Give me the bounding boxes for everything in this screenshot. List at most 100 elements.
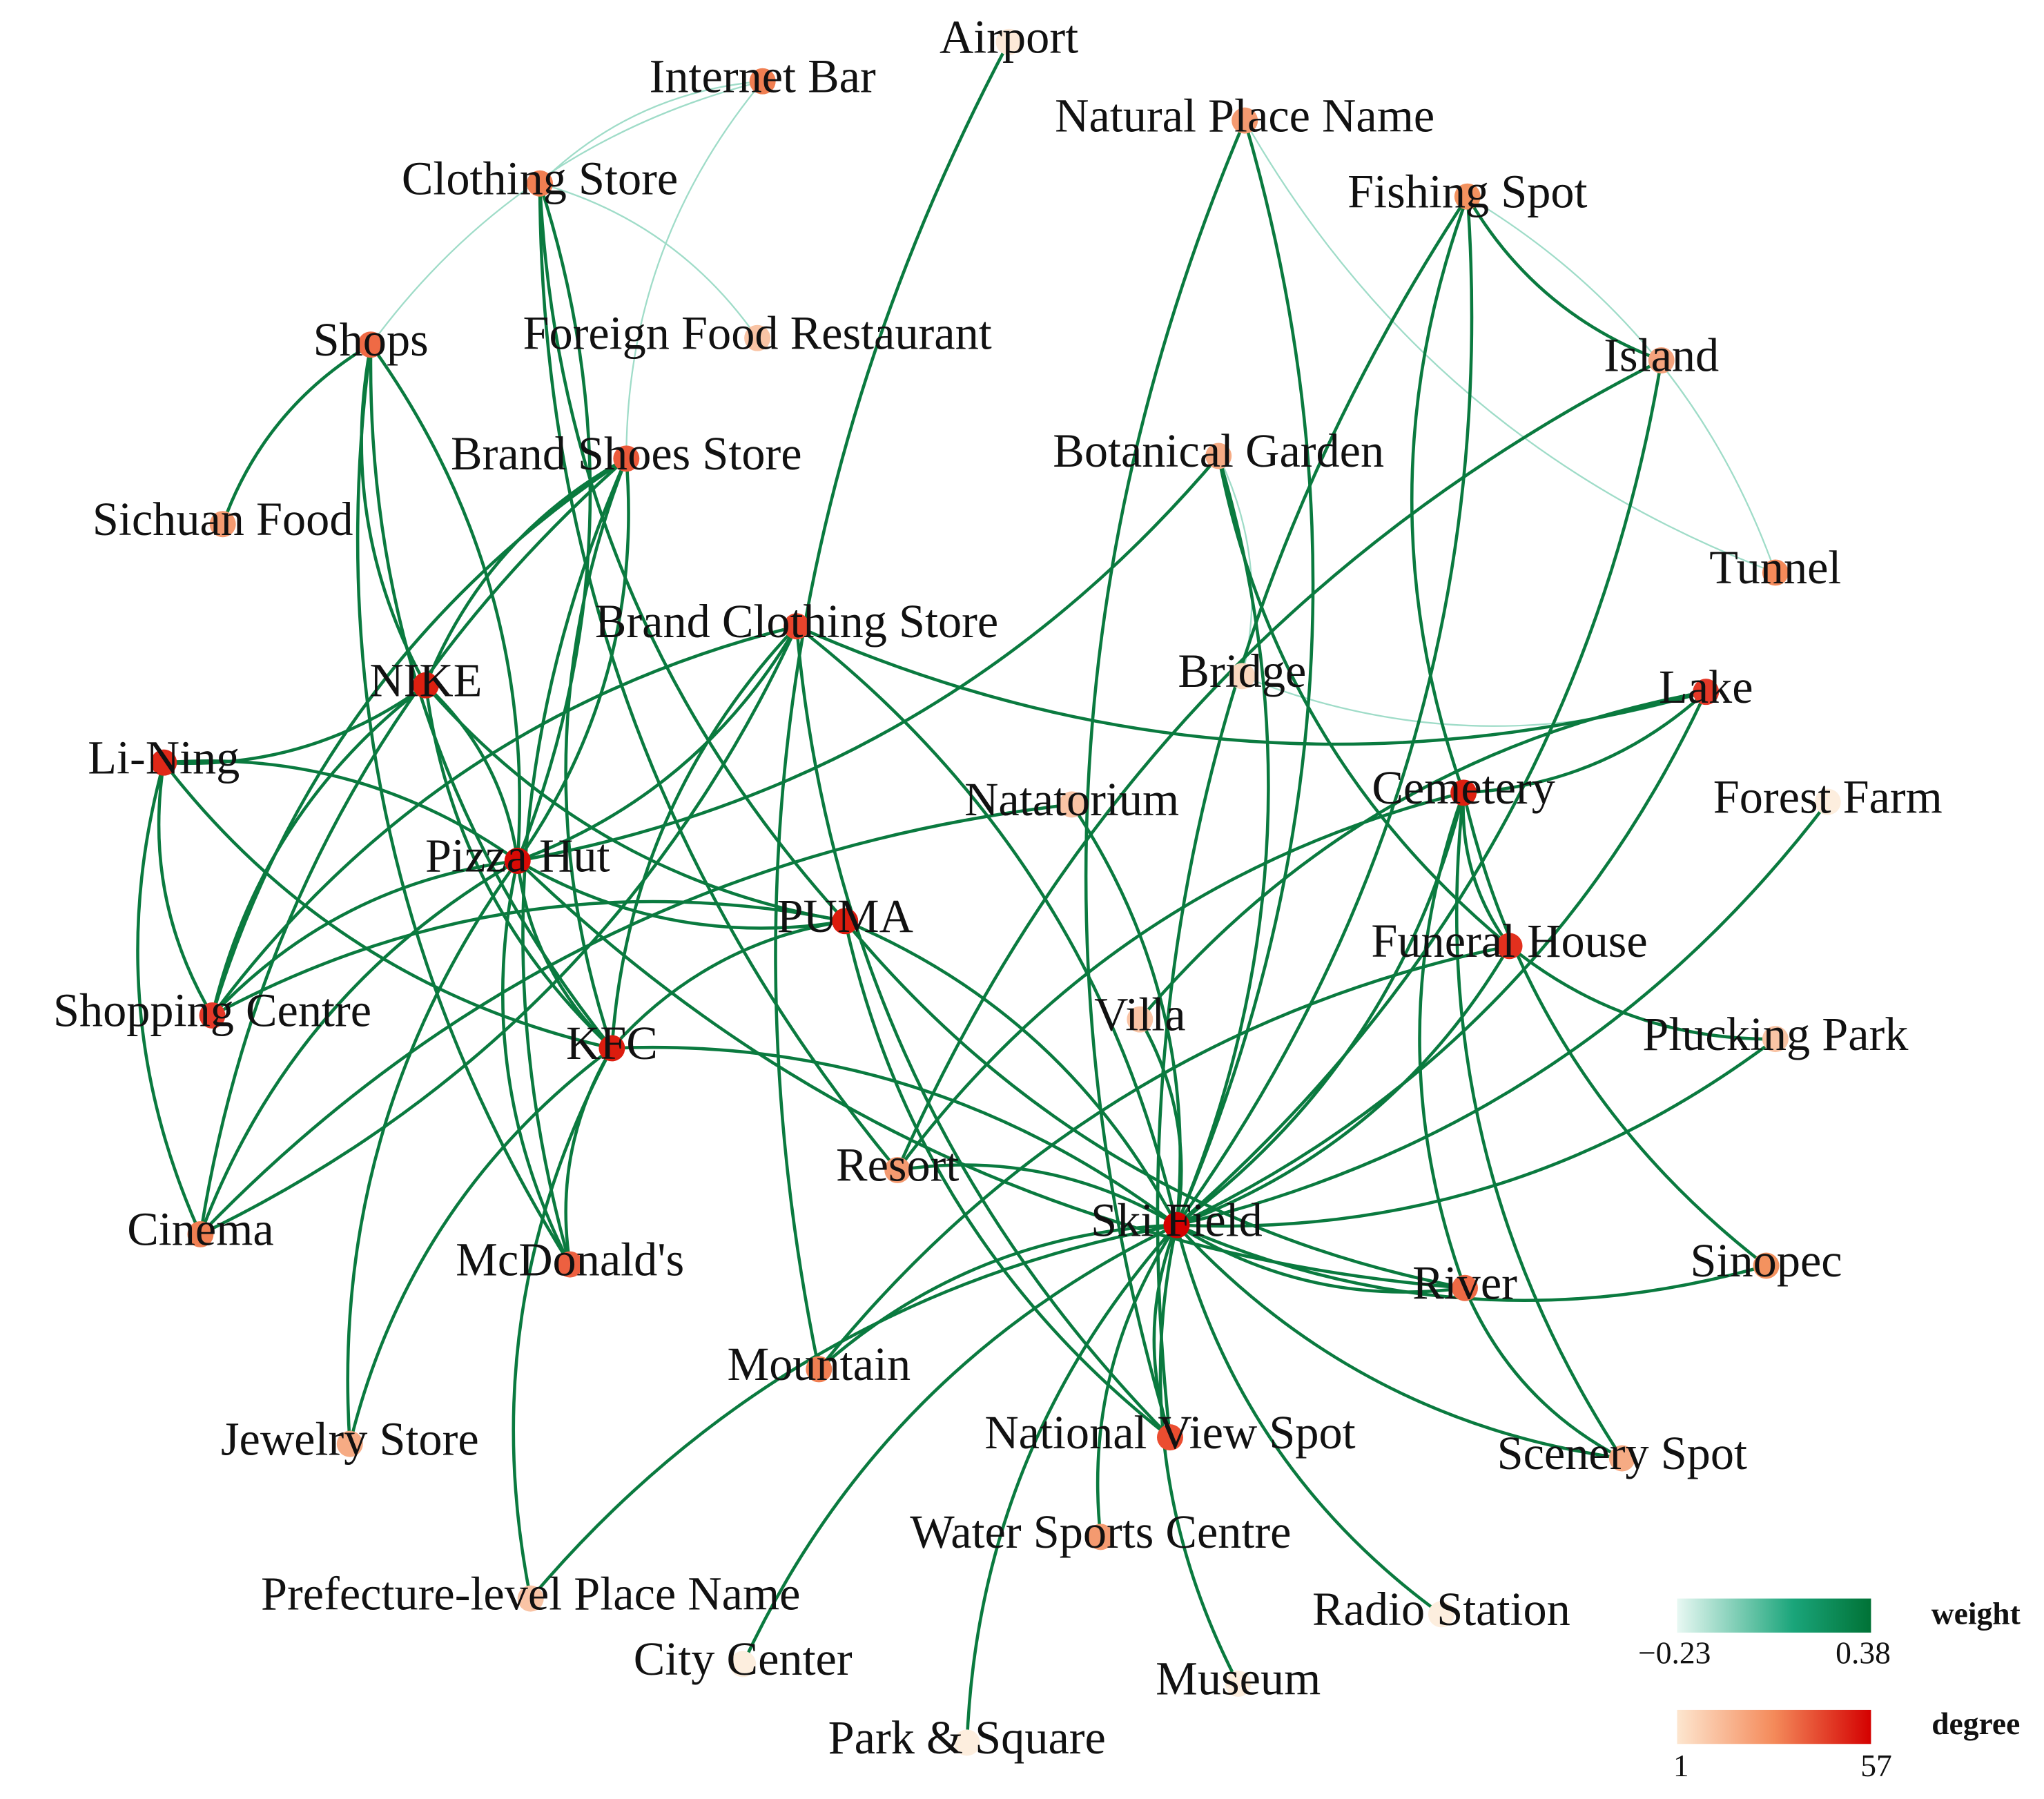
node bbox=[556, 1251, 583, 1278]
node bbox=[1648, 347, 1675, 373]
node-label: Ski Field bbox=[1091, 1194, 1263, 1246]
node bbox=[953, 1729, 980, 1756]
legend-min: 1 bbox=[1673, 1748, 1689, 1783]
node-label: Jewelry Store bbox=[221, 1412, 479, 1465]
edge bbox=[1176, 691, 1708, 1227]
node-label: Airport bbox=[940, 10, 1078, 63]
node-label: Park & Square bbox=[828, 1711, 1106, 1764]
degree-gradient bbox=[1677, 1709, 1871, 1744]
edge bbox=[1176, 945, 1511, 1227]
node-label: Brand Clothing Store bbox=[595, 595, 998, 648]
edge bbox=[516, 859, 846, 930]
node-label: Prefecture-level Place Name bbox=[261, 1567, 800, 1620]
edge bbox=[529, 1223, 1177, 1600]
edge bbox=[1175, 1225, 1443, 1616]
node-label: Clothing Store bbox=[402, 152, 678, 204]
edge bbox=[774, 41, 1011, 1370]
edge bbox=[199, 859, 518, 1235]
edge bbox=[625, 80, 763, 459]
node bbox=[1163, 1212, 1190, 1238]
edge bbox=[211, 900, 846, 1017]
node-label: PUMA bbox=[777, 890, 913, 942]
edge bbox=[1158, 1225, 1240, 1685]
node bbox=[730, 1651, 757, 1678]
edge bbox=[817, 944, 1510, 1370]
node bbox=[1753, 1252, 1780, 1279]
node-label: Brand Shoes Store bbox=[451, 427, 802, 480]
edge bbox=[162, 761, 612, 1050]
edge bbox=[612, 1045, 1178, 1227]
node bbox=[783, 613, 810, 640]
edge bbox=[211, 625, 797, 1017]
node-label: Sinopec bbox=[1691, 1234, 1842, 1287]
edge bbox=[1463, 1287, 1623, 1460]
edge bbox=[211, 859, 518, 1017]
node-label: Pizza Hut bbox=[425, 830, 610, 882]
node-label: River bbox=[1412, 1256, 1517, 1309]
legend-title: weight bbox=[1931, 1596, 2021, 1631]
edge bbox=[1138, 1018, 1183, 1226]
node-label: Radio Station bbox=[1312, 1583, 1570, 1635]
node bbox=[1156, 1424, 1183, 1451]
legend-max: 0.38 bbox=[1836, 1635, 1891, 1671]
node bbox=[744, 324, 771, 351]
node bbox=[884, 1156, 911, 1183]
node-label: Mountain bbox=[727, 1338, 911, 1390]
node bbox=[1087, 1524, 1114, 1550]
edge bbox=[795, 626, 1171, 1439]
edge bbox=[538, 183, 899, 1171]
node-label: Internet Bar bbox=[650, 50, 876, 102]
node-label: McDonald's bbox=[456, 1233, 684, 1285]
edge bbox=[1175, 360, 1663, 1227]
node bbox=[1127, 1006, 1154, 1033]
edge bbox=[211, 683, 427, 1016]
legend-min: −0.23 bbox=[1638, 1635, 1711, 1671]
node bbox=[832, 908, 859, 935]
node bbox=[995, 28, 1022, 55]
edge bbox=[1175, 119, 1315, 1226]
node bbox=[1762, 559, 1789, 586]
node bbox=[1454, 183, 1481, 210]
edge bbox=[516, 625, 799, 863]
node-label: Resort bbox=[836, 1139, 959, 1192]
node bbox=[358, 331, 385, 358]
legend-max: 57 bbox=[1860, 1748, 1892, 1783]
edge bbox=[516, 183, 592, 862]
node-label: Cinema bbox=[127, 1203, 273, 1256]
edge bbox=[564, 1047, 614, 1265]
node-label: City Center bbox=[634, 1633, 853, 1685]
edge bbox=[1508, 944, 1775, 1041]
edge bbox=[211, 457, 627, 1016]
node bbox=[1232, 107, 1258, 134]
edge bbox=[369, 344, 614, 1049]
node bbox=[1452, 1274, 1479, 1301]
node-label: Foreign Food Restaurant bbox=[523, 307, 991, 359]
node bbox=[1693, 679, 1720, 706]
node-label: Plucking Park bbox=[1642, 1008, 1909, 1060]
node bbox=[806, 1356, 833, 1383]
edge bbox=[199, 457, 627, 1235]
edge bbox=[221, 343, 372, 525]
node-label: Shopping Centre bbox=[53, 984, 371, 1037]
node bbox=[749, 68, 776, 95]
node-label: Shops bbox=[313, 313, 429, 366]
edge bbox=[1138, 690, 1706, 1021]
edge bbox=[796, 625, 1706, 746]
node-label: Sichuan Food bbox=[93, 493, 353, 545]
node-label: Li-Ning bbox=[88, 731, 240, 784]
node bbox=[1608, 1445, 1635, 1472]
edge bbox=[538, 183, 846, 922]
edge bbox=[844, 920, 1466, 1290]
edge bbox=[844, 920, 1178, 1226]
edge bbox=[1461, 792, 1511, 947]
node bbox=[1225, 1670, 1252, 1697]
edge bbox=[1084, 119, 1247, 1438]
edge bbox=[1454, 792, 1624, 1459]
node-label: Cemetery bbox=[1372, 761, 1555, 814]
node bbox=[1450, 779, 1477, 806]
node-label: Funeral House bbox=[1371, 915, 1647, 967]
edge bbox=[164, 683, 427, 766]
node bbox=[613, 445, 640, 472]
